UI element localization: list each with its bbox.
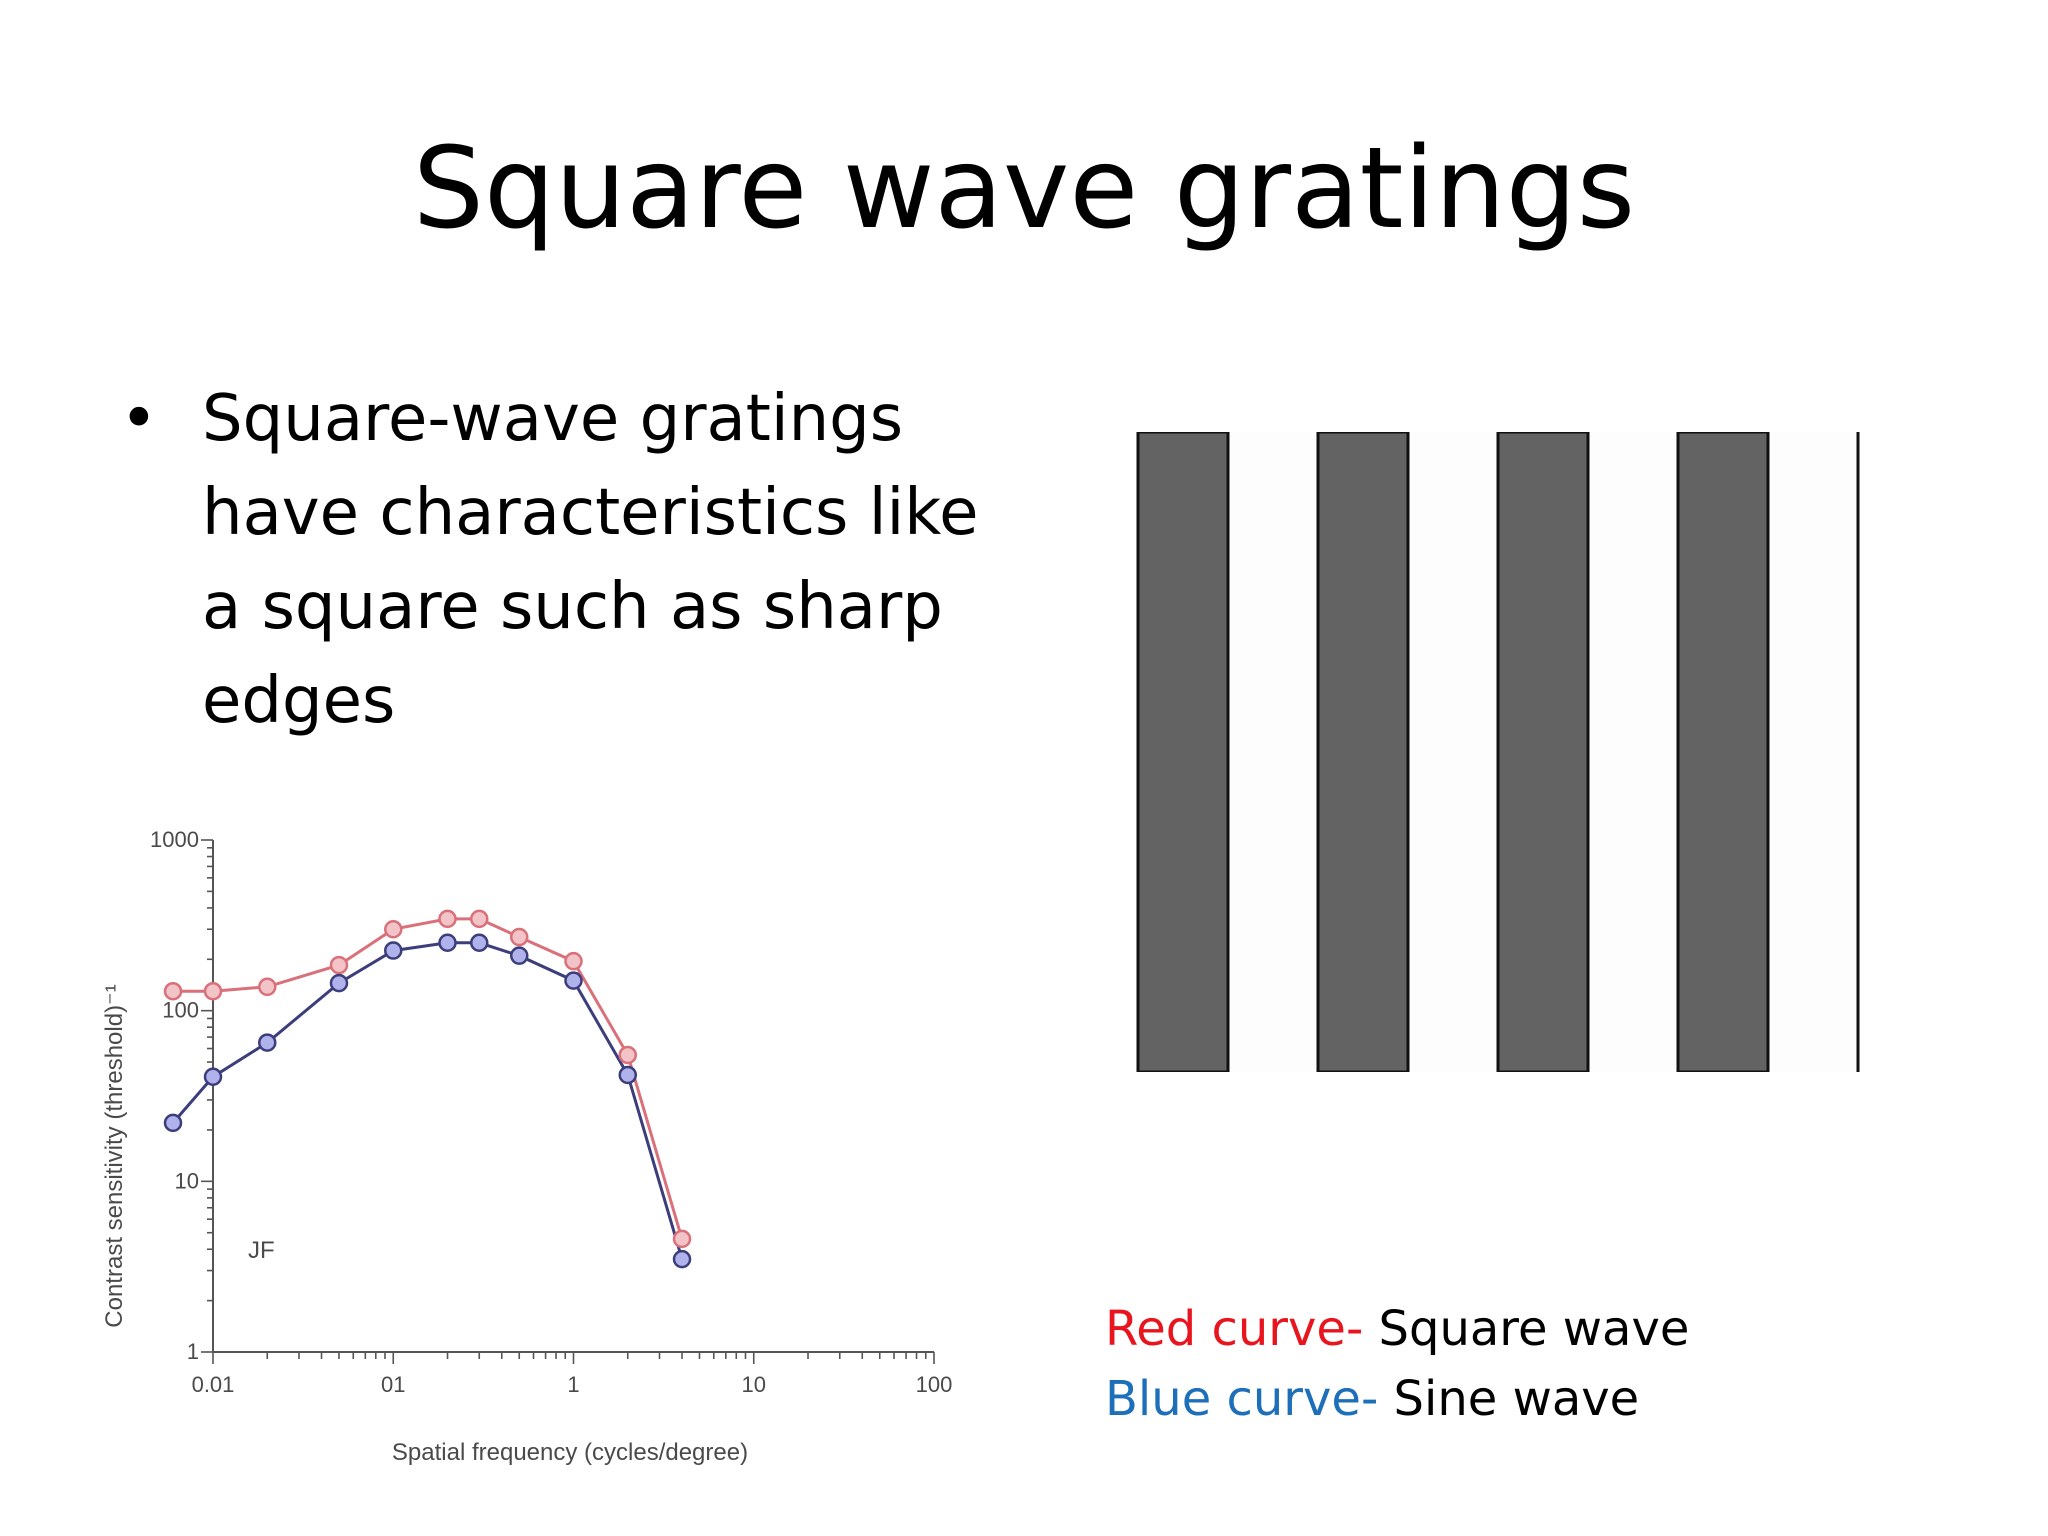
chart-data-point-2 bbox=[258, 1033, 277, 1052]
legend-red-entry: Red curve- Square wave bbox=[1105, 1294, 1689, 1364]
chart-y-tick-label: 1 bbox=[187, 1339, 199, 1364]
legend-blue-key: Blue curve- bbox=[1105, 1371, 1379, 1427]
chart-data-point-1 bbox=[564, 951, 583, 971]
chart-data-point-2 bbox=[203, 1067, 223, 1087]
chart-series-line-1 bbox=[173, 917, 684, 1240]
chart-x-tick-label: 01 bbox=[381, 1372, 405, 1397]
bullet-text: Square-wave gratings have characteristic… bbox=[202, 382, 979, 738]
chart-data-point-2 bbox=[618, 1065, 638, 1085]
square-wave-grating bbox=[1136, 432, 1860, 1072]
chart-series bbox=[163, 909, 692, 1269]
grating-dark-bar bbox=[1496, 432, 1590, 1072]
contrast-sensitivity-chart: 0.01 01 1 10 100 1 10 100 1000 JF Spatial freque… bbox=[101, 827, 952, 1466]
bullet-icon: • bbox=[120, 382, 158, 456]
legend-blue-entry: Blue curve- Sine wave bbox=[1105, 1364, 1689, 1434]
slide-title: Square wave gratings bbox=[412, 124, 1636, 254]
legend-blue-value: Sine wave bbox=[1393, 1371, 1640, 1427]
grating-dark-bar bbox=[1136, 432, 1230, 1072]
chart-data-point-1 bbox=[163, 981, 183, 1001]
chart-x-tick-label: 10 bbox=[742, 1372, 766, 1397]
chart-x-axis-label: Spatial frequency (cycles/degree) bbox=[392, 1439, 748, 1466]
chart-data-point-2 bbox=[672, 1249, 692, 1269]
chart-data-point-2 bbox=[509, 946, 529, 965]
chart-data-point-1 bbox=[329, 955, 349, 975]
chart-data-point-2 bbox=[438, 933, 457, 953]
chart-data-point-2 bbox=[564, 971, 583, 990]
chart-data-point-2 bbox=[163, 1113, 183, 1133]
chart-data-point-2 bbox=[470, 933, 489, 953]
chart-tick-labels: 0.01 01 1 10 100 1 10 100 1000 bbox=[150, 827, 952, 1397]
grating-dark-bar bbox=[1676, 432, 1770, 1072]
chart-data-point-1 bbox=[672, 1229, 692, 1249]
chart-y-tick-label: 1000 bbox=[150, 827, 199, 852]
chart-data-point-1 bbox=[203, 981, 223, 1001]
chart-y-tick-label: 100 bbox=[162, 998, 199, 1023]
chart-axes bbox=[201, 839, 935, 1364]
chart-data-point-2 bbox=[329, 973, 349, 993]
chart-data-point-1 bbox=[618, 1045, 638, 1065]
chart-x-tick-label: 0.01 bbox=[192, 1372, 235, 1397]
chart-data-point-1 bbox=[258, 977, 277, 997]
curve-legend: Red curve- Square wave Blue curve- Sine … bbox=[1105, 1294, 1689, 1434]
chart-data-point-1 bbox=[470, 909, 489, 929]
chart-data-point-1 bbox=[384, 919, 403, 939]
grating-dark-bar bbox=[1316, 432, 1410, 1072]
chart-data-point-1 bbox=[509, 927, 529, 947]
chart-data-point-2 bbox=[384, 941, 403, 960]
chart-data-point-1 bbox=[438, 909, 457, 929]
legend-red-value: Square wave bbox=[1378, 1301, 1690, 1357]
chart-y-axis-label: Contrast sensitivity (threshold)⁻¹ bbox=[101, 984, 128, 1327]
legend-red-key: Red curve- bbox=[1105, 1301, 1364, 1357]
chart-y-tick-label: 10 bbox=[175, 1168, 199, 1193]
chart-x-tick-label: 1 bbox=[567, 1372, 579, 1397]
chart-series-line-2 bbox=[171, 941, 684, 1260]
chart-annotation: JF bbox=[248, 1237, 275, 1264]
chart-x-tick-label: 100 bbox=[916, 1372, 953, 1397]
